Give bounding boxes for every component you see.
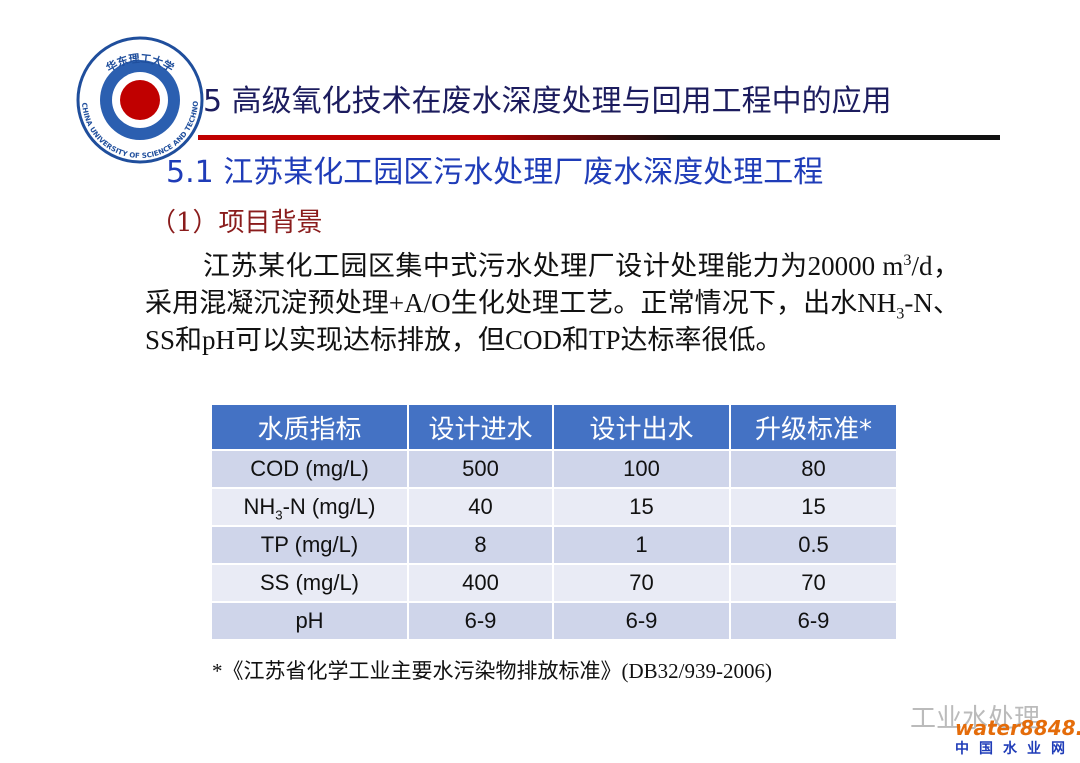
watermark: 工业水处理 — [910, 704, 1041, 734]
text-run: -N (mg/L) — [282, 494, 376, 519]
table-cell: 6-9 — [729, 601, 898, 641]
table-cell: 500 — [407, 449, 554, 489]
title: 5 高级氧化技术在废水深度处理与回用工程中的应用 — [203, 84, 892, 119]
header-cell: 水质指标 — [210, 403, 409, 451]
row-label: SS (mg/L) — [210, 563, 409, 603]
text-run: pH — [295, 608, 324, 633]
table-header: 水质指标 设计进水 设计出水 升级标准* — [210, 403, 898, 451]
table-cell: 70 — [729, 563, 898, 603]
header-cell: 设计进水 — [407, 403, 554, 451]
text-run: COD (mg/L) — [250, 456, 369, 481]
table-cell: 40 — [407, 487, 554, 527]
text-run: -N、SS和pH可以实现达标排放，但COD和TP达标率很低。 — [145, 288, 960, 355]
site-logo: water8848.com — [955, 716, 1080, 740]
paragraph: 江苏某化工园区集中式污水处理厂设计处理能力为20000 m3/d，采用混凝沉淀预… — [145, 248, 960, 359]
text-run: /d，采用混凝沉淀预处理+A/O生化处理工艺。正常情况下，出水NH — [145, 251, 960, 318]
row-label: TP (mg/L) — [210, 525, 409, 565]
table-cell: 80 — [729, 449, 898, 489]
table-row: pH 6-9 6-9 6-9 — [210, 601, 898, 641]
table-cell: 6-9 — [407, 601, 554, 641]
table-cell: 70 — [552, 563, 731, 603]
table-cell: 400 — [407, 563, 554, 603]
text-run: 3 — [903, 251, 912, 269]
text-run: 3 — [275, 507, 283, 523]
table-row: TP (mg/L) 8 1 0.5 — [210, 525, 898, 565]
table-cell: 100 — [552, 449, 731, 489]
header-cell: 升级标准* — [729, 403, 898, 451]
table-cell: 8 — [407, 525, 554, 565]
table-row: SS (mg/L) 400 70 70 — [210, 563, 898, 603]
header-cell: 设计出水 — [552, 403, 731, 451]
table-row: NH3-N (mg/L) 40 15 15 — [210, 487, 898, 527]
table-cell: 0.5 — [729, 525, 898, 565]
text-run: SS (mg/L) — [259, 570, 360, 595]
logo: 华东理工大学 EAST CHINA UNIVERSITY OF SCIENCE … — [0, 0, 204, 164]
site-name: 中国水业网 — [955, 741, 1075, 757]
text-run: 3 — [896, 304, 905, 323]
subtitle: 5.1 江苏某化工园区污水处理厂废水深度处理工程 — [166, 155, 824, 190]
row-label: COD (mg/L) — [210, 449, 409, 489]
table-cell: 1 — [552, 525, 731, 565]
table-cell: 15 — [552, 487, 731, 527]
text-run: TP (mg/L) — [260, 532, 359, 557]
table-cell: 6-9 — [552, 601, 731, 641]
text-run: NH — [243, 494, 276, 519]
table-row: COD (mg/L) 500 100 80 — [210, 449, 898, 489]
title-rule — [198, 135, 1000, 140]
table-cell: 15 — [729, 487, 898, 527]
section-heading: （1）项目背景 — [150, 208, 323, 238]
table: 水质指标 设计进水 设计出水 升级标准* COD (mg/L) 500 100 80 NH3-… — [210, 403, 898, 641]
row-label: NH3-N (mg/L) — [210, 487, 409, 527]
row-label: pH — [210, 601, 409, 641]
text-run: 江苏某化工园区集中式污水处理厂设计处理能力为20000 m — [203, 251, 904, 281]
footnote: *《江苏省化学工业主要水污染物排放标准》(DB32/939-2006) — [212, 659, 772, 683]
